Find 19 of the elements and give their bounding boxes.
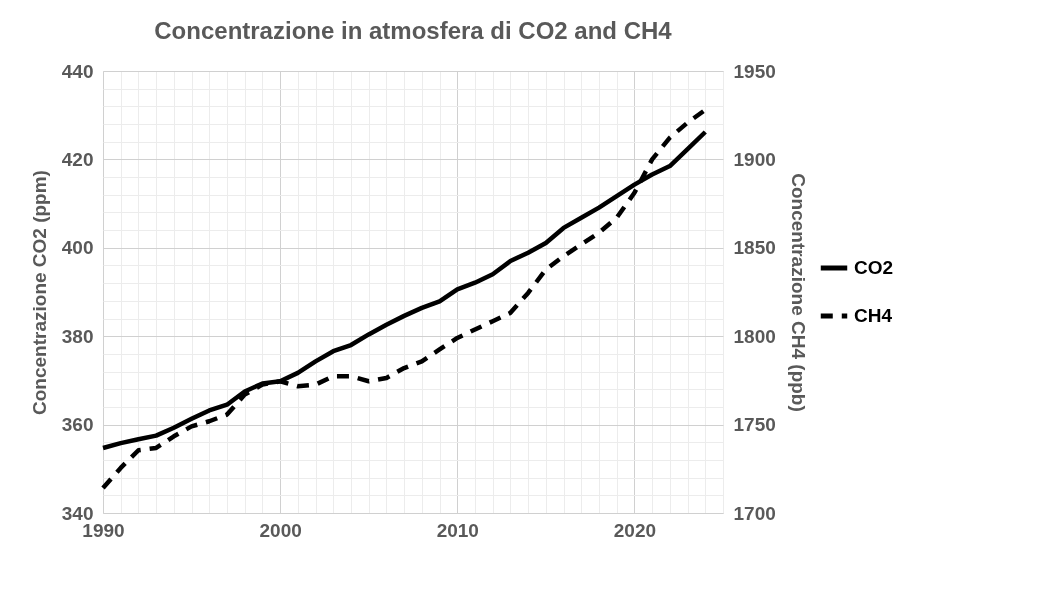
- y-tick-label: 400: [61, 237, 94, 259]
- x-tick-label: 2010: [436, 519, 479, 541]
- y2-axis-title: Concentrazione CH4 (ppb): [787, 173, 809, 412]
- y2-tick-label: 1800: [733, 325, 776, 347]
- y-tick-label: 420: [61, 148, 94, 170]
- y-tick-label: 360: [61, 414, 94, 436]
- y-axis-title: Concentrazione CO2 (ppm): [28, 170, 50, 415]
- y-tick-label: 440: [61, 60, 94, 82]
- y2-tick-label: 1950: [733, 60, 776, 82]
- y2-tick-label: 1700: [733, 502, 776, 524]
- x-tick-label: 2020: [613, 519, 657, 541]
- y2-tick-label: 1850: [733, 237, 776, 259]
- y2-tick-label: 1900: [733, 148, 776, 170]
- x-tick-label: 2000: [259, 519, 302, 541]
- y-tick-label: 380: [61, 325, 94, 347]
- legend-label: CO2: [854, 257, 894, 278]
- chart-title: Concentrazione in atmosfera di CO2 and CH4: [154, 17, 673, 44]
- y2-tick-label: 1750: [733, 414, 776, 436]
- legend-label: CH4: [854, 305, 893, 326]
